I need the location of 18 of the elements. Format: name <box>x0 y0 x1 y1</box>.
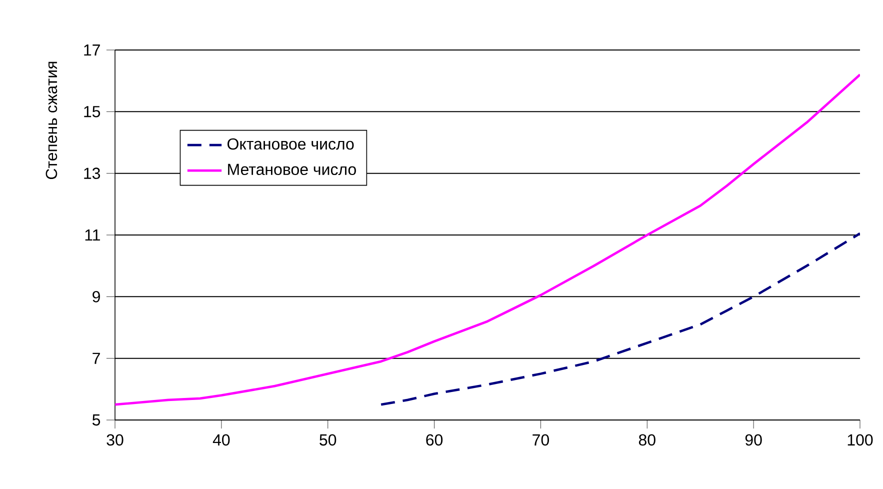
x-tick-label: 60 <box>426 434 443 446</box>
y-tick-label: 17 <box>84 44 100 56</box>
legend-label: Октановое число <box>228 138 354 150</box>
x-tick-label: 40 <box>212 434 230 446</box>
y-tick-label: 11 <box>85 229 100 241</box>
legend-label: Метановое число <box>228 164 356 176</box>
y-tick-label: 15 <box>84 106 100 118</box>
y-tick-label: 7 <box>92 352 100 364</box>
y-tick-label: 5 <box>92 414 100 426</box>
x-tick-label: 50 <box>320 434 336 446</box>
y-tick-label: 13 <box>84 168 100 179</box>
x-tick-label: 30 <box>106 434 124 446</box>
x-tick-label: 70 <box>532 434 549 446</box>
x-tick-label: 90 <box>745 434 762 446</box>
x-tick-label: 100 <box>848 434 873 446</box>
y-tick-label: 9 <box>92 291 100 302</box>
x-tick-label: 80 <box>638 434 656 446</box>
y-axis-title: Степень сжатия <box>46 62 58 180</box>
